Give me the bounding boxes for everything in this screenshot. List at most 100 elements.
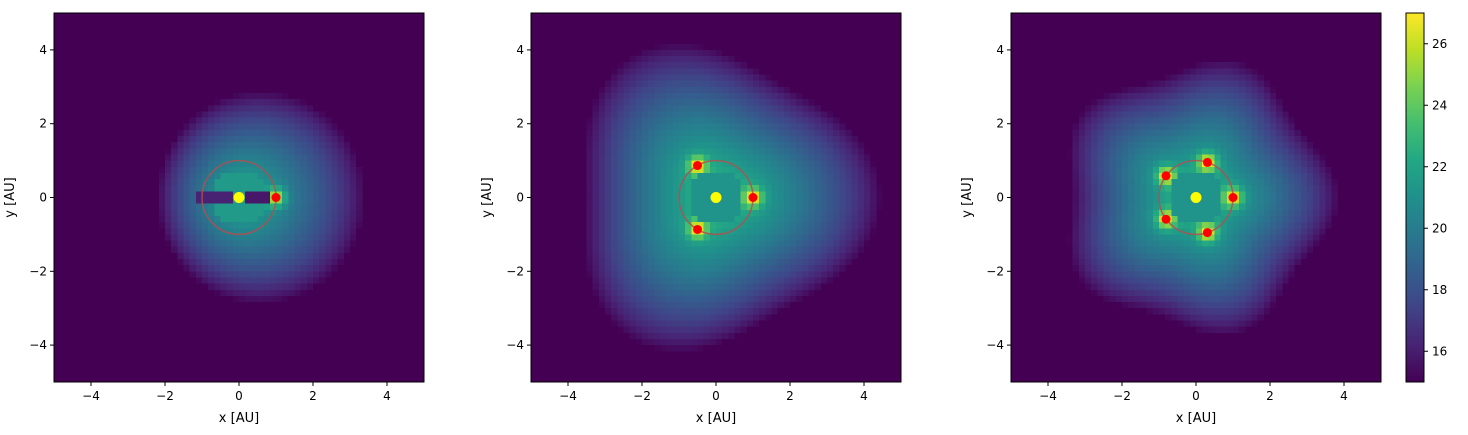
heatmap-cell — [537, 185, 544, 192]
heatmap-cell — [276, 369, 283, 377]
heatmap-cell — [115, 320, 123, 328]
heatmap-cell — [276, 246, 283, 254]
heatmap-cell — [183, 265, 191, 272]
heatmap-cell — [654, 154, 662, 162]
heatmap-cell — [586, 111, 594, 119]
heatmap-cell — [331, 160, 339, 168]
heatmap-cell — [405, 338, 413, 346]
heatmap-cell — [288, 74, 296, 82]
heatmap-cell — [337, 56, 345, 63]
heatmap-cell — [146, 345, 154, 352]
heatmap-cell — [580, 123, 588, 131]
heatmap-cell — [356, 234, 363, 242]
heatmap-cell — [66, 105, 74, 112]
heatmap-cell — [325, 326, 333, 334]
heatmap-cell — [605, 49, 612, 57]
heatmap-cell — [543, 31, 551, 39]
heatmap-cell — [331, 369, 339, 377]
heatmap-cell — [629, 209, 637, 217]
heatmap-cell — [294, 228, 302, 235]
heatmap-cell — [189, 314, 197, 322]
heatmap-cell — [393, 209, 400, 217]
heatmap-cell — [387, 111, 394, 119]
heatmap-cell — [306, 332, 314, 340]
heatmap-cell — [543, 289, 551, 297]
heatmap-cell — [183, 302, 191, 309]
heatmap-cell — [331, 68, 339, 76]
heatmap-cell — [171, 234, 178, 242]
heatmap-cell — [337, 338, 345, 346]
heatmap-cell — [251, 375, 259, 383]
heatmap-cell — [629, 129, 637, 137]
heatmap-cell — [165, 191, 172, 199]
heatmap-cell — [617, 117, 625, 125]
heatmap-cell — [146, 92, 154, 100]
heatmap-cell — [325, 215, 333, 223]
heatmap-cell — [115, 295, 123, 303]
heatmap-cell — [177, 326, 185, 334]
heatmap-cell — [128, 215, 135, 223]
heatmap-cell — [374, 92, 382, 100]
heatmap-cell — [245, 289, 252, 297]
heatmap-cell — [623, 222, 631, 229]
heatmap-cell — [343, 308, 351, 315]
heatmap-cell — [66, 117, 74, 125]
heatmap-cell — [128, 345, 135, 352]
heatmap-cell — [146, 222, 154, 229]
heatmap-cell — [294, 13, 302, 20]
heatmap-cell — [66, 357, 74, 365]
heatmap-cell — [531, 185, 538, 192]
heatmap-cell — [642, 111, 649, 119]
heatmap-cell — [337, 80, 345, 88]
heatmap-cell — [629, 326, 637, 334]
heatmap-cell — [226, 222, 234, 229]
heatmap-cell — [598, 369, 606, 377]
heatmap-cell — [399, 86, 407, 94]
heatmap-cell — [140, 314, 148, 322]
heatmap-cell — [189, 99, 197, 106]
heatmap-cell — [66, 191, 74, 199]
heatmap-cell — [368, 179, 376, 186]
heatmap-cell — [666, 154, 674, 162]
heatmap-cell — [399, 228, 407, 235]
heatmap-cell — [158, 117, 166, 125]
heatmap-cell — [319, 142, 326, 149]
heatmap-cell — [183, 357, 191, 365]
heatmap-cell — [617, 320, 625, 328]
heatmap-cell — [208, 31, 215, 39]
heatmap-cell — [66, 295, 74, 303]
heatmap-cell — [393, 49, 400, 57]
heatmap-cell — [140, 332, 148, 340]
heatmap-cell — [337, 203, 345, 211]
heatmap-cell — [177, 222, 185, 229]
heatmap-cell — [629, 160, 637, 168]
heatmap-cell — [140, 86, 148, 94]
heatmap-cell — [226, 259, 234, 266]
heatmap-cell — [531, 19, 538, 26]
heatmap-cell — [331, 154, 339, 162]
heatmap-cell — [60, 142, 67, 149]
heatmap-cell — [356, 283, 363, 291]
heatmap-cell — [189, 172, 197, 180]
heatmap-cell — [635, 234, 643, 242]
heatmap-cell — [91, 99, 98, 106]
heatmap-cell — [288, 338, 296, 346]
heatmap-cell — [202, 215, 209, 223]
heatmap-cell — [362, 172, 370, 180]
heatmap-cell — [648, 277, 655, 285]
heatmap-cell — [189, 259, 197, 266]
heatmap-cell — [356, 375, 363, 383]
heatmap-cell — [362, 37, 370, 45]
heatmap-cell — [97, 308, 104, 315]
heatmap-cell — [623, 240, 631, 248]
heatmap-cell — [115, 31, 123, 39]
heatmap-cell — [399, 148, 407, 156]
heatmap-cell — [648, 302, 655, 309]
heatmap-cell — [306, 80, 314, 88]
heatmap-cell — [121, 351, 129, 358]
heatmap-cell — [543, 345, 551, 352]
heatmap-cell — [592, 13, 600, 20]
heatmap-cell — [580, 43, 588, 51]
heatmap-cell — [380, 191, 388, 199]
heatmap-cell — [549, 105, 557, 112]
